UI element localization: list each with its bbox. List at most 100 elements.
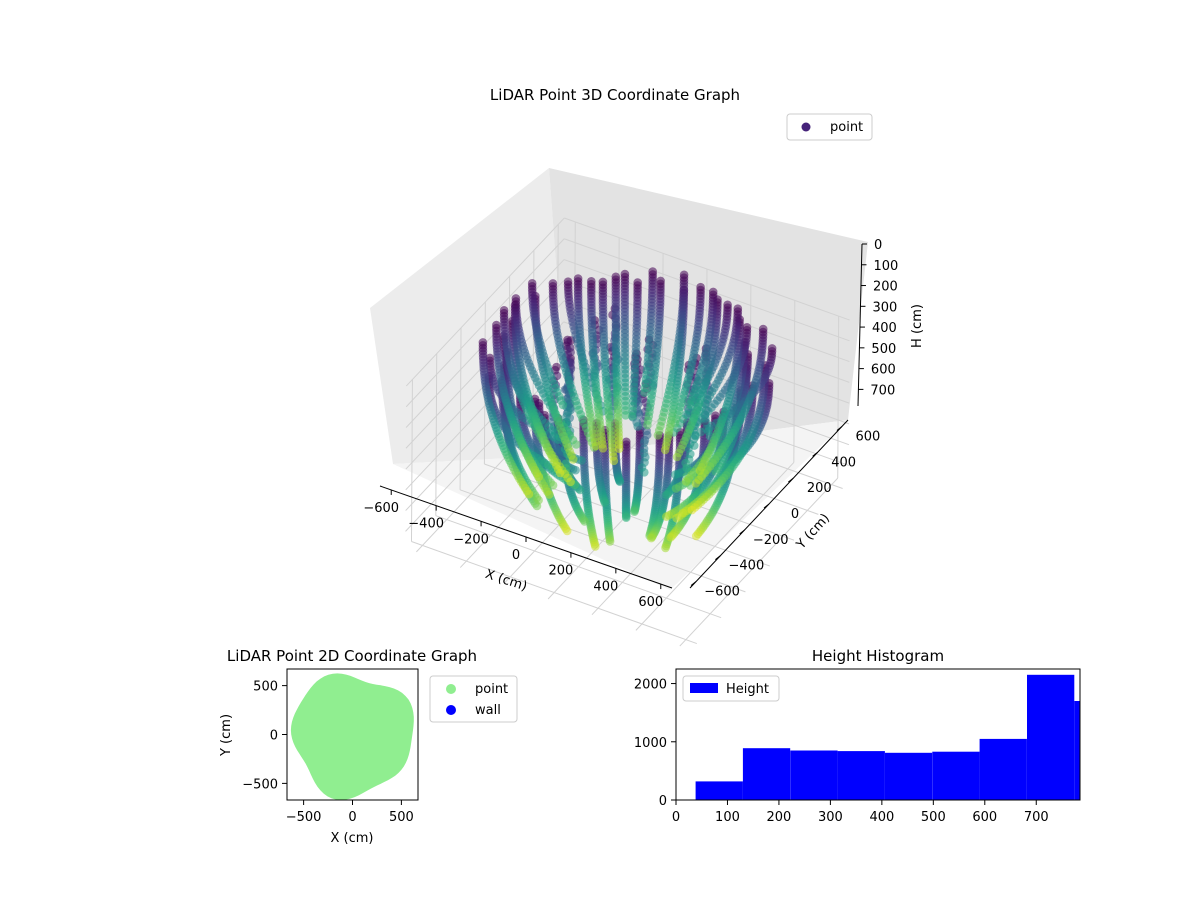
x-tick-label: 0 <box>672 810 680 825</box>
z-tick-label: 700 <box>870 383 895 398</box>
legend-hist: Height <box>682 675 780 702</box>
tick <box>739 529 746 535</box>
point-3d <box>691 531 701 541</box>
point-3d <box>566 348 575 357</box>
point-3d <box>708 287 718 297</box>
y-tick-label: 0 <box>791 507 799 522</box>
point-3d <box>630 507 639 516</box>
point-3d <box>527 279 537 288</box>
tick <box>690 581 697 586</box>
x-axis-label: X (cm) <box>331 831 374 846</box>
point-3d <box>499 306 509 315</box>
y-tick-label: −200 <box>753 533 789 548</box>
x-tick-label: 400 <box>593 579 618 594</box>
x-tick-label: 300 <box>818 810 843 825</box>
point-3d <box>681 458 690 468</box>
point-3d <box>478 338 488 347</box>
chart-title: LiDAR Point 3D Coordinate Graph <box>490 86 740 104</box>
z-tick-label: 100 <box>873 259 898 274</box>
point-3d <box>656 276 665 286</box>
point-3d <box>562 526 572 536</box>
point-3d <box>621 513 631 522</box>
tick <box>812 451 818 457</box>
point-3d <box>633 422 642 431</box>
tick <box>763 503 770 509</box>
y-tick-label: 0 <box>659 794 667 809</box>
point-3d <box>662 490 671 500</box>
z-axis-line <box>857 243 863 407</box>
point-3d <box>580 517 589 526</box>
histogram-bar <box>837 751 885 800</box>
y-tick-label: −600 <box>704 585 740 600</box>
histogram-bars <box>695 674 1080 800</box>
point-3d <box>723 300 732 310</box>
tick <box>787 477 794 483</box>
point-3d <box>534 495 543 505</box>
y-tick-label: −400 <box>729 559 765 574</box>
point-3d <box>571 465 580 475</box>
y-tick-label: 500 <box>253 680 278 695</box>
point-3d <box>704 426 713 436</box>
point-3d <box>647 533 656 543</box>
point-3d <box>575 485 585 495</box>
point-3d <box>671 484 681 493</box>
x-tick-label: −400 <box>408 517 444 532</box>
legend-label-point: point <box>830 120 863 135</box>
point-3d <box>742 323 752 332</box>
legend-marker-point <box>446 684 456 694</box>
z-tick-label: 0 <box>874 238 882 253</box>
z-axis-label: H (cm) <box>910 304 925 348</box>
point-3d <box>679 270 689 280</box>
legend-label-wall: wall <box>475 703 501 718</box>
point-3d <box>587 277 596 286</box>
legend-label-height: Height <box>726 682 769 697</box>
x-tick-label: 600 <box>638 595 663 610</box>
legend-2d: point wall <box>429 675 518 723</box>
x-tick-label: 0 <box>348 810 356 825</box>
point-3d <box>573 274 583 283</box>
point-3d <box>672 513 681 523</box>
x-tick-label: −500 <box>286 810 322 825</box>
point-3d <box>548 279 558 288</box>
x-tick-label: 100 <box>715 810 740 825</box>
legend-swatch-height <box>690 683 718 693</box>
tick <box>715 555 721 561</box>
x-tick-label: 200 <box>549 564 574 579</box>
x-tick-label: 200 <box>767 810 792 825</box>
x-tick-label: 700 <box>1024 810 1049 825</box>
legend-marker-wall <box>446 705 456 715</box>
point-cloud <box>478 267 777 553</box>
legend-label-point: point <box>475 682 508 697</box>
y-tick-label: 200 <box>807 481 832 496</box>
point-3d <box>598 277 608 287</box>
x-tick-label: 400 <box>869 810 894 825</box>
point-3d <box>641 452 650 462</box>
axis-ticks-2d: −500 0 500 −500 0 500 <box>242 680 414 825</box>
point-cloud-2d <box>290 673 414 800</box>
chart-2d: LiDAR Point 2D Coordinate Graph −500 0 500… <box>219 647 518 846</box>
z-tick-label: 200 <box>873 280 898 295</box>
y-tick-label: 1000 <box>634 736 667 751</box>
point-3d <box>689 441 699 450</box>
point-3d <box>666 533 675 542</box>
z-tick-label: 600 <box>871 363 896 378</box>
x-tick-label: 600 <box>972 810 997 825</box>
histogram-bar <box>1074 701 1080 800</box>
point-3d <box>620 269 630 279</box>
y-tick-label: −500 <box>242 777 278 792</box>
plot-frame <box>675 668 1081 801</box>
point-3d <box>615 477 625 487</box>
chart-histogram: Height Histogram 0 100 200 300 400 500 600 7000… <box>634 647 1081 825</box>
x-tick-label: 500 <box>389 810 414 825</box>
chart-3d: LiDAR Point 3D Coordinate Graph −600 −400… <box>363 86 925 647</box>
axis-ticks-hist: 0 100 200 300 400 500 600 700 0 1000 2000 <box>634 678 1049 825</box>
y-tick-label: 2000 <box>634 678 667 693</box>
point-3d <box>662 512 671 521</box>
point-3d <box>591 542 600 551</box>
x-tick-label: 500 <box>921 810 946 825</box>
point-3d <box>648 267 657 276</box>
z-tick-label: 300 <box>872 300 897 315</box>
point-3d <box>642 430 652 440</box>
point-3d <box>661 543 670 553</box>
